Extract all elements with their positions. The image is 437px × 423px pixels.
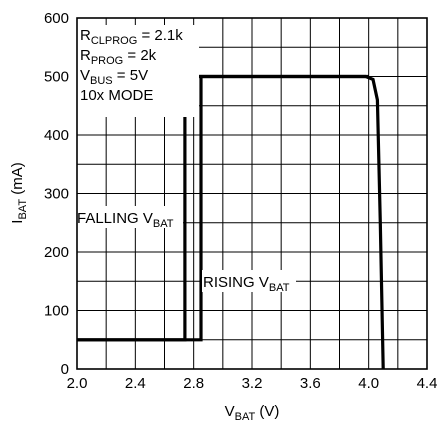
- condition-line: 10x MODE: [80, 87, 153, 104]
- y-tick-label: 400: [44, 127, 69, 144]
- y-tick-label: 200: [44, 244, 69, 261]
- rising-vbat-label: RISING VBAT: [203, 274, 290, 294]
- y-tick-labels: 0 100 200 300 400 500 600: [44, 10, 69, 378]
- condition-line: VBUS = 5V: [80, 67, 148, 87]
- x-tick-label: 2.8: [183, 375, 204, 392]
- series-line-1: [77, 74, 385, 370]
- falling-vbat-label: FALLING VBAT: [77, 210, 174, 230]
- y-tick-label: 300: [44, 186, 69, 203]
- condition-line: RCLPROG = 2.1k: [80, 27, 183, 47]
- y-axis-label: IBAT (mA): [9, 162, 29, 223]
- series-line-2: [77, 74, 369, 342]
- plot-frame: [76, 17, 428, 370]
- x-tick-label: 2.0: [67, 375, 88, 392]
- condition-line: RPROG = 2k: [80, 47, 157, 67]
- y-tick-label: 600: [44, 10, 69, 27]
- x-tick-label: 2.4: [125, 375, 146, 392]
- conditions-background: [77, 25, 199, 117]
- x-tick-label: 3.2: [242, 375, 263, 392]
- rising-label-background: [202, 270, 296, 292]
- x-tick-label: 4.0: [358, 375, 379, 392]
- y-tick-label: 500: [44, 69, 69, 86]
- falling-label-background: [76, 206, 183, 228]
- x-axis-label: VBAT (V): [225, 403, 280, 423]
- y-tick-label: 0: [61, 361, 69, 378]
- y-tick-label: 100: [44, 303, 69, 320]
- x-tick-labels: 2.0 2.4 2.8 3.2 3.6 4.0 4.4: [67, 375, 437, 392]
- x-tick-label: 3.6: [300, 375, 321, 392]
- x-tick-label: 4.4: [417, 375, 437, 392]
- curves: [77, 74, 385, 370]
